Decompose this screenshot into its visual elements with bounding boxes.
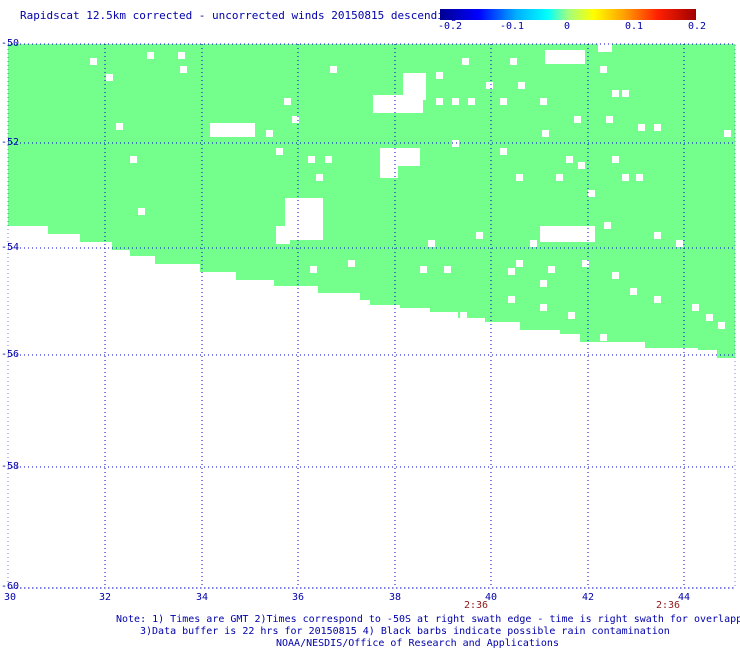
colorbar-label-min: -0.2: [437, 21, 463, 32]
lon-label-44: 44: [677, 592, 691, 603]
footnote-line-1: Note: 1) Times are GMT 2)Times correspon…: [116, 614, 740, 625]
lat-label-58: -58: [1, 461, 20, 472]
footnote-line-2: 3)Data buffer is 22 hrs for 20150815 4) …: [140, 626, 670, 637]
swath-time-1: 2:36: [463, 600, 489, 611]
lat-label-52: -52: [1, 137, 20, 148]
lon-label-42: 42: [581, 592, 595, 603]
colorbar-label-zero: 0: [563, 21, 571, 32]
lat-label-54: -54: [1, 242, 20, 253]
swath-time-2: 2:36: [655, 600, 681, 611]
lon-label-40: 40: [484, 592, 498, 603]
swath-coverage: [8, 44, 735, 358]
lon-label-34: 34: [195, 592, 209, 603]
missing-data-patches: [210, 44, 612, 244]
colorbar: [440, 9, 696, 20]
lon-label-30: 30: [3, 592, 17, 603]
graticule: [8, 43, 735, 589]
lon-label-32: 32: [98, 592, 112, 603]
colorbar-label-max: 0.2: [687, 21, 707, 32]
missing-pixels: [90, 52, 731, 341]
plot-title: Rapidscat 12.5km corrected - uncorrected…: [20, 9, 458, 22]
lon-label-38: 38: [388, 592, 402, 603]
lon-label-36: 36: [291, 592, 305, 603]
colorbar-label-neg: -0.1: [499, 21, 525, 32]
colorbar-label-pos: 0.1: [624, 21, 644, 32]
lat-label-56: -56: [1, 349, 20, 360]
footnote-credit: NOAA/NESDIS/Office of Research and Appli…: [276, 638, 559, 649]
lat-label-50: -50: [1, 38, 20, 49]
lat-label-60: -60: [1, 581, 20, 592]
